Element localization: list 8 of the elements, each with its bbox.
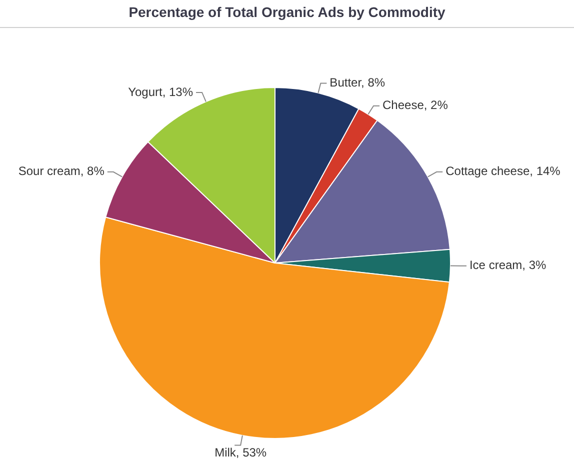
slice-label: Yogurt, 13% [128, 84, 194, 99]
chart-title: Percentage of Total Organic Ads by Commodity [0, 0, 574, 28]
slice-label: Milk, 53% [214, 446, 267, 460]
slice-label: Cheese, 2% [382, 98, 448, 112]
slice-label: Butter, 8% [330, 76, 386, 90]
slice-label: Sour cream, 8% [18, 164, 105, 178]
slice-label: Ice cream, 3% [469, 258, 546, 272]
slice-label: Cottage cheese, 14% [446, 164, 561, 178]
